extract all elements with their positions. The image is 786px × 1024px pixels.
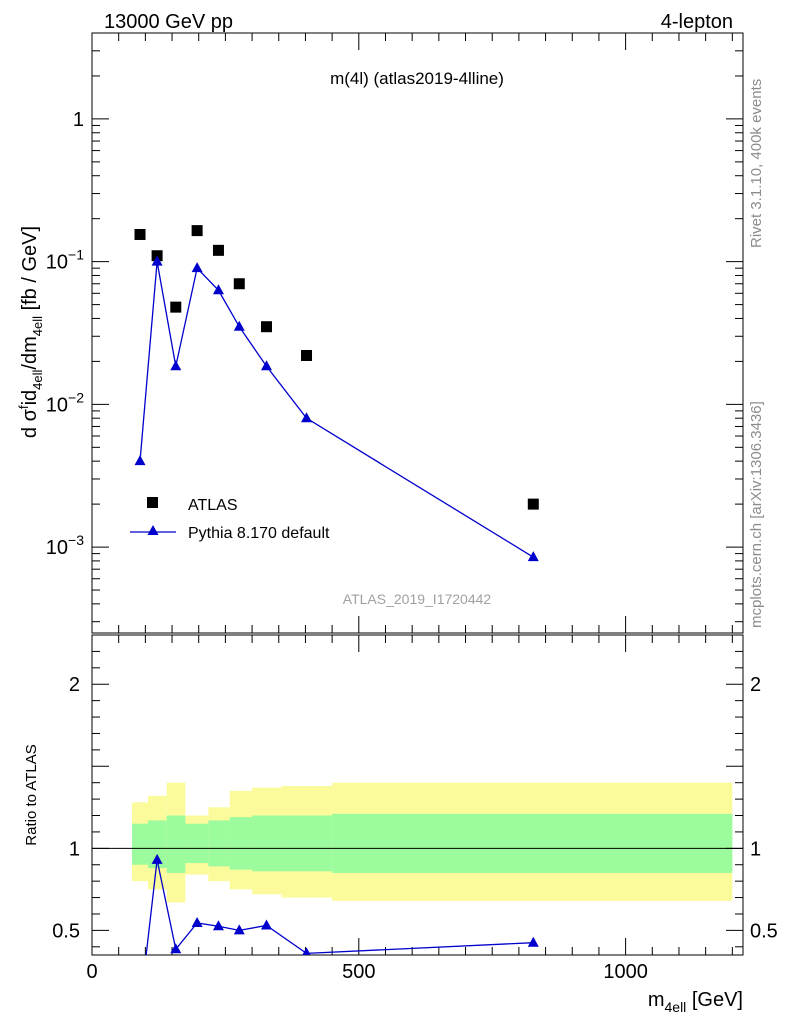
ylabel-part-a: d σ <box>19 408 41 438</box>
mc-data-point <box>170 360 182 371</box>
legend-atlas-label: ATLAS <box>188 497 238 514</box>
ylabel-part-e: /dm <box>19 336 41 369</box>
ratio-y-ticks <box>92 650 743 948</box>
stat-uncertainty-band <box>185 823 209 864</box>
ratio-mc-point <box>302 947 311 955</box>
stat-uncertainty-band <box>229 817 253 870</box>
ratio-mc-point <box>212 920 224 931</box>
ratio-mc-point <box>170 943 182 954</box>
atlas-data-point <box>134 228 146 240</box>
stat-uncertainty-band <box>332 813 733 873</box>
ratio-y-axis-label: Ratio to ATLAS <box>23 744 40 845</box>
main-y-tick-label-base: 1 <box>73 109 84 131</box>
legend-mc-marker <box>147 525 159 535</box>
stat-uncertainty-band <box>132 823 149 865</box>
main-y-tick-label-base: 10 <box>46 252 68 274</box>
legend-mc-label: Pythia 8.170 default <box>188 525 330 542</box>
main-y-tick-label-base: 10 <box>46 537 68 559</box>
ylabel-part-d: 4ell <box>30 369 45 389</box>
ratio-mc-point <box>260 919 272 930</box>
main-y-tick-labels: 110−110−210−3 <box>46 109 84 559</box>
mc-data-point <box>151 255 163 266</box>
ratio-series-points <box>135 853 539 1012</box>
ratio-y-tick-label-right: 0.5 <box>750 920 778 942</box>
analysis-watermark: ATLAS_2019_I1720442 <box>343 591 492 607</box>
stat-uncertainty-band <box>166 815 186 873</box>
atlas-data-point <box>233 278 245 290</box>
plot-title: m(4l) (atlas2019-4lline) <box>330 69 504 88</box>
x-tick-label: 0 <box>86 961 97 983</box>
main-series-points <box>134 225 539 562</box>
ratio-mc-point <box>151 853 163 864</box>
ratio-mc-point <box>135 1002 146 1012</box>
ratio-y-tick-label-left: 0.5 <box>52 920 80 942</box>
header-right: 4-lepton <box>661 11 733 33</box>
main-y-tick-label: 10−2 <box>46 389 84 416</box>
ratio-y-tick-label-left: 2 <box>69 674 80 696</box>
main-y-tick-label-exponent: −3 <box>68 532 84 548</box>
ylabel-part-b: f <box>16 405 31 409</box>
x-tick-label: 1000 <box>603 961 648 983</box>
mc-data-point <box>134 455 146 466</box>
atlas-data-point <box>527 498 539 510</box>
main-x-ticks <box>91 33 733 633</box>
side-text-mcplots: mcplots.cern.ch [arXiv:1306.3436] <box>748 401 765 628</box>
ratio-y-tick-label-right: 2 <box>750 674 761 696</box>
ratio-x-tick-labels: 0 500 1000 <box>86 961 647 983</box>
main-y-axis-label: d σfid4ell/dm4ell [fb / GeV] <box>16 226 45 438</box>
main-panel: 110−110−210−3 m(4l) (atlas2019-4lline) A… <box>16 32 744 634</box>
ratio-mc-point <box>191 917 203 927</box>
main-y-ticks <box>92 32 743 623</box>
side-text-rivet: Rivet 3.1.10, 400k events <box>748 79 765 248</box>
mc-data-point <box>260 360 272 371</box>
atlas-data-point <box>212 244 224 256</box>
ratio-mc-point <box>527 936 539 947</box>
mc-data-point <box>212 284 224 295</box>
mc-data-point <box>301 412 313 423</box>
ratio-mc-point <box>233 924 245 935</box>
stat-uncertainty-band <box>208 820 230 867</box>
atlas-data-point <box>191 225 203 237</box>
mc-data-point <box>527 551 539 562</box>
ratio-x-ticks <box>91 635 733 955</box>
atlas-data-point <box>260 321 272 333</box>
main-y-tick-label: 10−1 <box>46 247 84 274</box>
ratio-y-tick-labels: 0.5 0.5 1 1 2 2 <box>52 674 778 942</box>
legend-atlas-marker <box>147 497 158 508</box>
mc-data-point <box>233 320 245 331</box>
ylabel-part-g: [fb / GeV] <box>19 226 41 316</box>
main-y-tick-label: 10−3 <box>46 532 84 559</box>
x-axis-label: m4ell [GeV] <box>648 989 743 1015</box>
ratio-y-tick-label-left: 1 <box>69 838 80 860</box>
atlas-data-point <box>301 349 313 361</box>
stat-uncertainty-band <box>252 815 282 872</box>
main-y-tick-label-exponent: −1 <box>68 247 84 263</box>
main-frame <box>91 32 744 634</box>
ratio-uncertainty-bands <box>132 782 733 903</box>
stat-uncertainty-band <box>281 815 333 872</box>
main-y-tick-label: 1 <box>73 109 84 131</box>
main-y-tick-label-exponent: −2 <box>68 389 84 405</box>
header-left: 13000 GeV pp <box>104 11 233 33</box>
xlabel-part-b: 4ell <box>665 999 687 1015</box>
ratio-frame <box>91 634 744 956</box>
legend: ATLAS Pythia 8.170 default <box>130 497 330 542</box>
main-y-tick-label-base: 10 <box>46 394 68 416</box>
ylabel-part-f: 4ell <box>30 316 45 336</box>
stat-uncertainty-band <box>148 820 167 869</box>
ylabel-part-c: id <box>19 390 41 406</box>
xlabel-part-a: m <box>648 989 665 1011</box>
ratio-y-tick-label-right: 1 <box>750 838 761 860</box>
x-tick-label: 500 <box>342 961 375 983</box>
xlabel-part-c: [GeV] <box>686 989 743 1011</box>
atlas-data-point <box>170 301 182 313</box>
mc-data-point <box>191 262 203 273</box>
ratio-panel: 0.5 0.5 1 1 2 2 0 500 1000 Ratio to ATLAS m4ell… <box>23 634 778 1015</box>
